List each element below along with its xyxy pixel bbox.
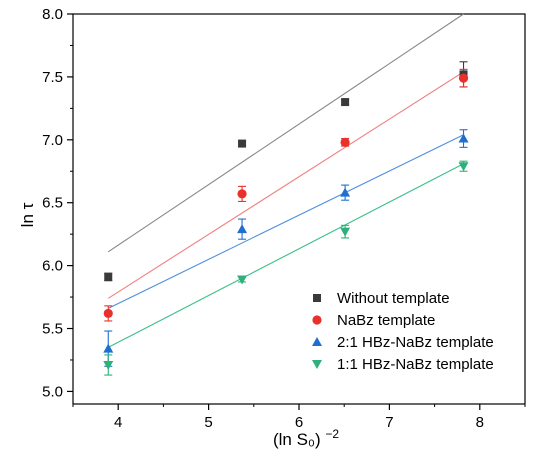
legend-marker-1-1-hbz-nabz-template — [312, 360, 322, 369]
data-point-2-1-hbz-nabz-template — [340, 187, 351, 197]
legend-label: 2:1 HBz-NaBz template — [337, 334, 494, 351]
data-point-nabz-template — [340, 137, 350, 147]
data-point-without-template — [238, 139, 247, 148]
x-tick-label: 4 — [114, 414, 122, 431]
x-axis-ticks: 4 5 6 7 8 — [72, 404, 526, 431]
legend-marker-2-1-hbz-nabz-template — [312, 337, 322, 346]
legend-label: 1:1 HBz-NaBz template — [337, 356, 494, 373]
legend-label: NaBz template — [337, 312, 435, 329]
x-tick-label: 7 — [385, 414, 393, 431]
y-axis-title: ln τ — [18, 202, 37, 227]
x-axis-title-superscript: −2 — [325, 427, 339, 441]
data-point-without-template — [104, 272, 113, 281]
fit-line-2-1-hbz-nabz-template — [108, 134, 464, 309]
data-point-2-1-hbz-nabz-template — [458, 133, 469, 143]
x-tick-label: 5 — [204, 414, 212, 431]
fit-line-without-template — [107, 13, 464, 253]
legend-item-without-template: Without template — [313, 290, 450, 307]
x-axis-title: (ln S₀) −2 — [273, 427, 339, 449]
legend-item-1-1-hbz-nabz-template: 1:1 HBz-NaBz template — [312, 356, 494, 373]
legend: Without template NaBz template 2:1 HBz-NaB… — [312, 290, 494, 373]
y-tick-label: 5.0 — [42, 383, 63, 400]
fit-line-1-1-hbz-nabz-template — [108, 163, 464, 348]
markers — [103, 70, 469, 370]
data-point-without-template — [341, 98, 350, 107]
y-tick-label: 7.0 — [42, 132, 63, 149]
y-tick-label: 7.5 — [42, 69, 63, 86]
legend-marker-nabz-template — [312, 315, 322, 325]
data-point-nabz-template — [103, 308, 113, 319]
legend-marker-without-template — [313, 294, 321, 302]
x-axis-title-main: (ln S₀) — [273, 430, 321, 449]
y-tick-label: 6.5 — [42, 195, 63, 212]
data-point-1-1-hbz-nabz-template — [458, 162, 469, 172]
y-tick-label: 8.0 — [42, 6, 63, 23]
y-tick-label: 6.0 — [42, 258, 63, 275]
x-tick-label: 6 — [295, 414, 303, 431]
data-point-2-1-hbz-nabz-template — [237, 224, 248, 234]
x-tick-label: 8 — [476, 414, 484, 431]
data-point-1-1-hbz-nabz-template — [103, 361, 114, 370]
data-point-1-1-hbz-nabz-template — [237, 275, 248, 285]
fit-line-nabz-template — [107, 71, 464, 299]
data-point-1-1-hbz-nabz-template — [340, 227, 351, 237]
y-axis-ticks: 5.0 5.5 6.0 6.5 7.0 7.5 8.0 — [42, 6, 73, 400]
data-point-nabz-template — [458, 73, 469, 83]
data-point-nabz-template — [237, 189, 247, 199]
fit-lines — [107, 13, 464, 348]
data-point-2-1-hbz-nabz-template — [103, 343, 114, 353]
legend-item-2-1-hbz-nabz-template: 2:1 HBz-NaBz template — [312, 334, 494, 351]
legend-item-nabz-template: NaBz template — [312, 312, 435, 329]
legend-label: Without template — [337, 290, 450, 307]
y-tick-label: 5.5 — [42, 321, 63, 338]
